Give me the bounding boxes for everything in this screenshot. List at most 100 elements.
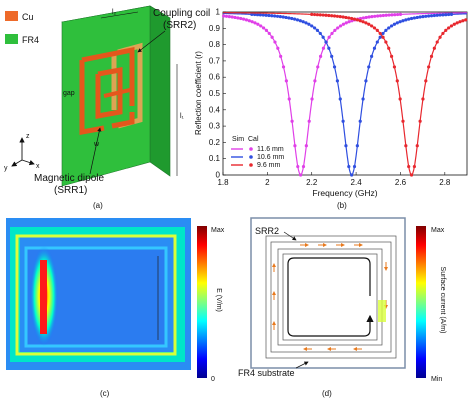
series-point-2-35 — [409, 173, 414, 177]
axis-x-label: x — [36, 163, 40, 170]
series-point-1-14 — [290, 16, 294, 21]
series-point-1-13 — [287, 16, 291, 20]
x-tick-label-4: 2.6 — [395, 178, 407, 187]
series-point-1-60 — [421, 15, 425, 19]
series-point-1-2 — [255, 13, 260, 17]
series-point-1-68 — [444, 13, 448, 17]
series-point-0-47 — [333, 28, 337, 32]
legend-label-0: 11.6 mm — [257, 146, 284, 153]
series-point-2-23 — [375, 28, 379, 32]
x-tick-label-0: 1.8 — [217, 178, 229, 187]
series-point-2-1 — [312, 12, 317, 17]
panel-b-chart: 0 0.1 0.2 0.3 0.4 0.5 0.6 0.7 0.8 0.9 1 1.8 2 2.2 2.4… — [194, 8, 468, 210]
series-point-0-12 — [233, 15, 237, 20]
colorbar-d-min: Min — [431, 376, 442, 383]
legend-header-sim: Sim — [232, 136, 244, 143]
series-point-1-39 — [361, 97, 365, 101]
series-point-2-32 — [401, 119, 405, 123]
series-point-0-41 — [316, 65, 320, 69]
series-point-1-44 — [375, 40, 379, 44]
series-point-2-38 — [418, 119, 422, 123]
series-point-0-39 — [310, 97, 314, 101]
series-point-0-60 — [370, 15, 374, 19]
series-point-2-26 — [384, 40, 388, 44]
series-point-0-29 — [281, 65, 286, 69]
axis-y-label: y — [4, 165, 8, 172]
series-point-2-2 — [315, 13, 320, 17]
series-point-2-51 — [455, 21, 459, 25]
series-point-2-18 — [361, 20, 365, 24]
legend-label-2: 9.6 mm — [257, 162, 281, 169]
series-point-0-19 — [253, 21, 257, 25]
y-tick-label-6: 0.6 — [209, 73, 221, 82]
series-point-0-8 — [222, 14, 226, 18]
series-point-1-37 — [355, 144, 359, 148]
series-point-1-57 — [412, 16, 416, 20]
magnetic-dipole-label-1: Magnetic dipole — [34, 173, 104, 184]
plot-frame — [222, 11, 468, 176]
series-point-0-52 — [347, 20, 351, 24]
series-point-1-23 — [315, 28, 320, 32]
series-point-0-48 — [336, 26, 340, 30]
series-point-1-30 — [335, 79, 339, 83]
series-point-2-53 — [461, 19, 465, 23]
series-point-2-46 — [441, 31, 445, 36]
dim-l2-label: l₂ — [112, 9, 117, 16]
series-point-1-19 — [304, 21, 308, 25]
y-tick-label-7: 0.7 — [209, 56, 221, 65]
caption-b: (b) — [337, 201, 347, 210]
series-point-2-21 — [370, 24, 374, 28]
y-tick-label-2: 0.2 — [209, 138, 221, 147]
series-point-1-53 — [401, 19, 405, 23]
series-point-1-21 — [310, 24, 314, 28]
series-point-2-27 — [387, 46, 391, 50]
series-point-0-42 — [319, 54, 323, 58]
series-point-1-38 — [358, 119, 362, 123]
series-point-0-69 — [396, 12, 400, 17]
series-point-0-14 — [239, 16, 243, 21]
coupling-coil-label-2: (SRR2) — [163, 20, 196, 31]
srr1-outer — [277, 248, 383, 346]
gap-highlight — [378, 300, 386, 322]
dim-gap-label: gap — [63, 90, 75, 97]
series-point-0-24 — [267, 31, 271, 36]
series-markers-1 — [250, 12, 454, 177]
series-point-2-36 — [412, 164, 416, 169]
legend-marker-1 — [249, 155, 253, 159]
srr2-label: SRR2 — [255, 226, 279, 236]
x-tick-label-5: 2.8 — [439, 178, 451, 187]
series-point-0-57 — [361, 16, 365, 20]
series-point-0-38 — [307, 119, 311, 123]
dim-l1-label: l₁ — [180, 113, 185, 120]
series-point-2-34 — [407, 164, 411, 169]
caption-c: (c) — [100, 389, 110, 398]
srr1-inner — [282, 253, 378, 341]
series-point-1-51 — [395, 21, 399, 25]
series-point-2-19 — [364, 21, 368, 25]
series-point-1-63 — [429, 14, 434, 18]
x-tick-label-2: 2.2 — [306, 178, 318, 187]
series-point-2-37 — [415, 144, 419, 148]
series-point-2-9 — [335, 14, 339, 18]
series-point-1-58 — [415, 15, 419, 20]
y-tick-label-9: 0.9 — [209, 24, 221, 33]
series-markers-2 — [310, 12, 468, 177]
series-point-2-28 — [389, 54, 394, 58]
series-point-1-42 — [370, 54, 374, 58]
series-point-1-61 — [424, 14, 428, 18]
series-point-1-70 — [449, 12, 454, 16]
series-point-1-3 — [258, 13, 262, 17]
series-point-2-42 — [429, 54, 434, 58]
series-point-0-23 — [264, 28, 269, 32]
series-point-0-9 — [224, 14, 229, 18]
series-point-1-54 — [404, 18, 408, 22]
series-point-1-5 — [264, 13, 268, 17]
series-point-0-51 — [344, 21, 348, 25]
series-point-2-41 — [427, 65, 431, 69]
series-point-1-64 — [432, 13, 436, 18]
series-point-2-24 — [378, 31, 382, 36]
series-point-1-6 — [267, 13, 271, 18]
series-point-0-34 — [296, 164, 300, 169]
x-axis-label: Frequency (GHz) — [312, 188, 377, 198]
